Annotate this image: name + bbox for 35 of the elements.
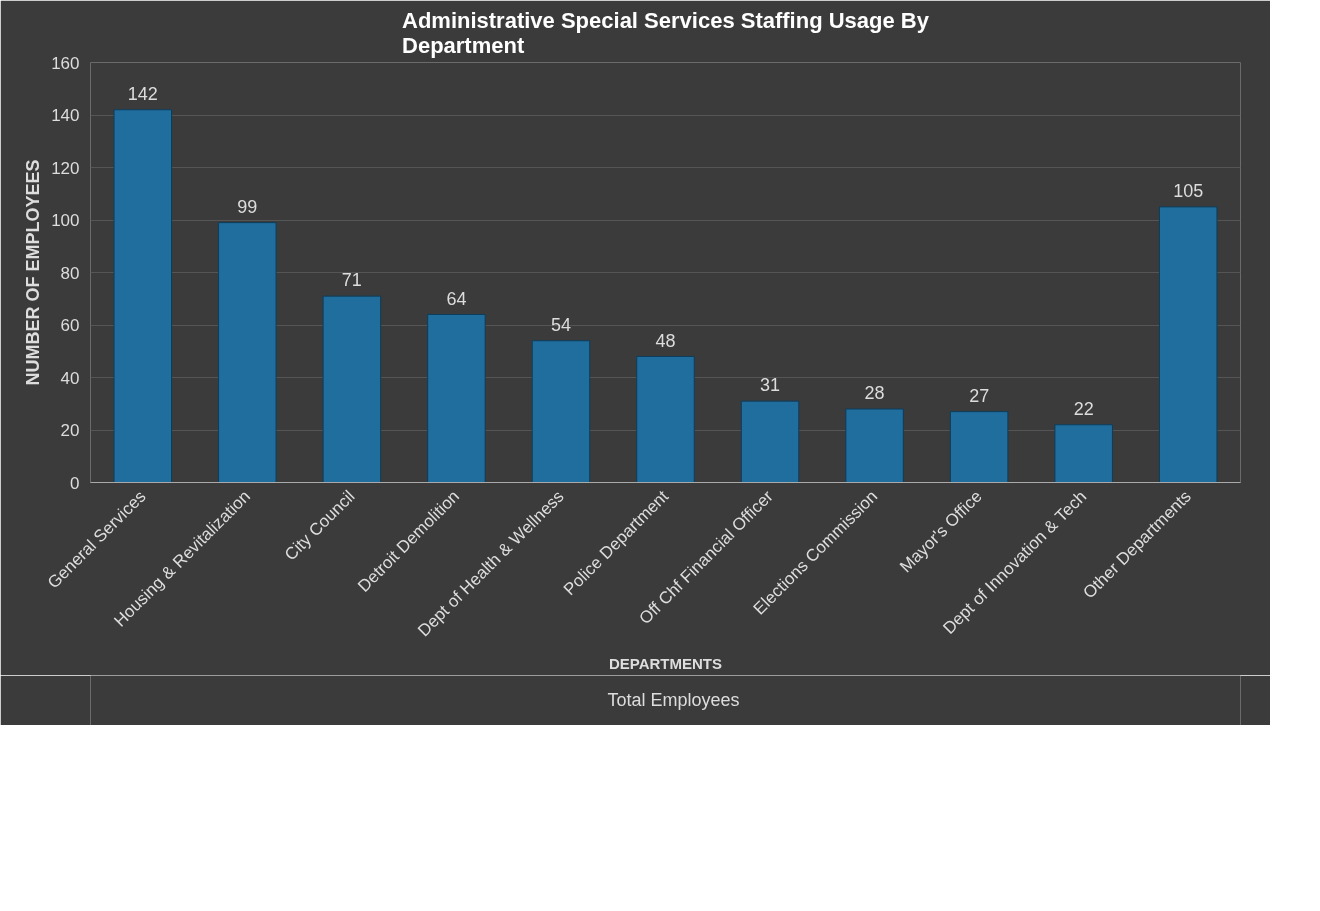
bar (218, 222, 277, 483)
bar (1054, 424, 1113, 483)
y-tick-label: 160 (51, 53, 80, 73)
data-label: 31 (760, 375, 781, 396)
chart-title: Administrative Special Services Staffing Usage By Department (402, 7, 930, 58)
data-label: 71 (341, 270, 362, 291)
bar (322, 295, 382, 483)
y-tick-label: 80 (60, 263, 80, 283)
x-axis-title: DEPARTMENTS (608, 655, 723, 673)
data-label: 28 (864, 383, 885, 403)
y-tick-label: 40 (60, 368, 80, 388)
y-tick-label: 20 (60, 421, 80, 440)
y-axis-title: NUMBER OF EMPLOYEES (23, 159, 44, 386)
data-label: 105 (1173, 180, 1204, 201)
bar (636, 356, 695, 483)
bar (113, 109, 173, 483)
data-label: 54 (550, 314, 571, 335)
bar (949, 411, 1009, 483)
bar (740, 400, 800, 483)
y-tick-label: 0 (70, 473, 80, 493)
text: Total Employees (607, 689, 740, 711)
bar (845, 408, 904, 483)
bar (1158, 206, 1218, 483)
data-label: 142 (127, 83, 158, 104)
bar (427, 314, 486, 483)
data-label: 22 (1073, 398, 1094, 419)
y-tick-label: 120 (51, 158, 80, 178)
data-label: 64 (446, 288, 467, 309)
bar (531, 340, 591, 483)
y-tick-label: 140 (51, 106, 80, 125)
data-label: 48 (655, 330, 676, 351)
data-label: 99 (237, 196, 258, 217)
data-label: 27 (969, 385, 990, 406)
y-tick-label: 100 (51, 211, 80, 230)
y-tick-label: 60 (60, 316, 80, 335)
